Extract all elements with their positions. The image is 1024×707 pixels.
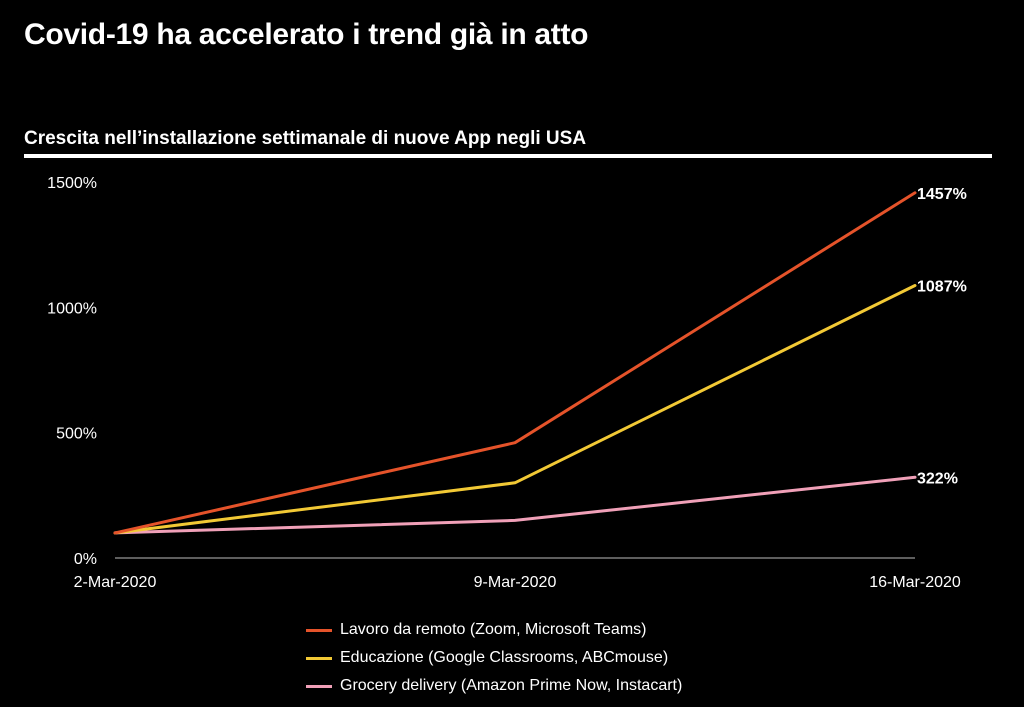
end-value-label: 322% [917,470,958,487]
series-line [113,191,917,535]
legend-swatch [306,684,332,688]
y-tick-label: 1500% [47,175,97,192]
y-tick-label: 0% [74,551,97,568]
legend-label: Educazione (Google Classrooms, ABCmouse) [340,649,669,666]
legend-item: Lavoro da remoto (Zoom, Microsoft Teams) [306,616,682,644]
legend-swatch [306,656,332,660]
x-tick-label: 16-Mar-2020 [869,574,961,591]
series-line [113,284,917,535]
legend-item: Grocery delivery (Amazon Prime Now, Inst… [306,672,682,700]
page-title: Covid-19 ha accelerato i trend già in at… [24,18,589,51]
chart-series [113,191,917,535]
end-value-label: 1457% [917,186,967,203]
legend-item: Educazione (Google Classrooms, ABCmouse) [306,644,682,672]
title-rule [24,154,992,158]
chart-subtitle: Crescita nell’installazione settimanale … [24,128,587,149]
end-value-label: 1087% [917,279,967,296]
legend-swatch [306,628,332,632]
legend-label: Lavoro da remoto (Zoom, Microsoft Teams) [340,621,647,638]
legend-label: Grocery delivery (Amazon Prime Now, Inst… [340,677,683,694]
chart-legend: Lavoro da remoto (Zoom, Microsoft Teams)… [306,616,682,700]
y-tick-label: 1000% [47,300,97,317]
x-tick-label: 9-Mar-2020 [474,574,557,591]
chart-end-labels: 1457% 1087% 322% [917,186,967,488]
chart-axes: 0% 500% 1000% 1500% 2-Mar-2020 9-Mar-2020 16-M… [47,175,961,591]
x-tick-label: 2-Mar-2020 [74,574,157,591]
y-tick-label: 500% [56,426,97,443]
series-line [113,475,917,535]
